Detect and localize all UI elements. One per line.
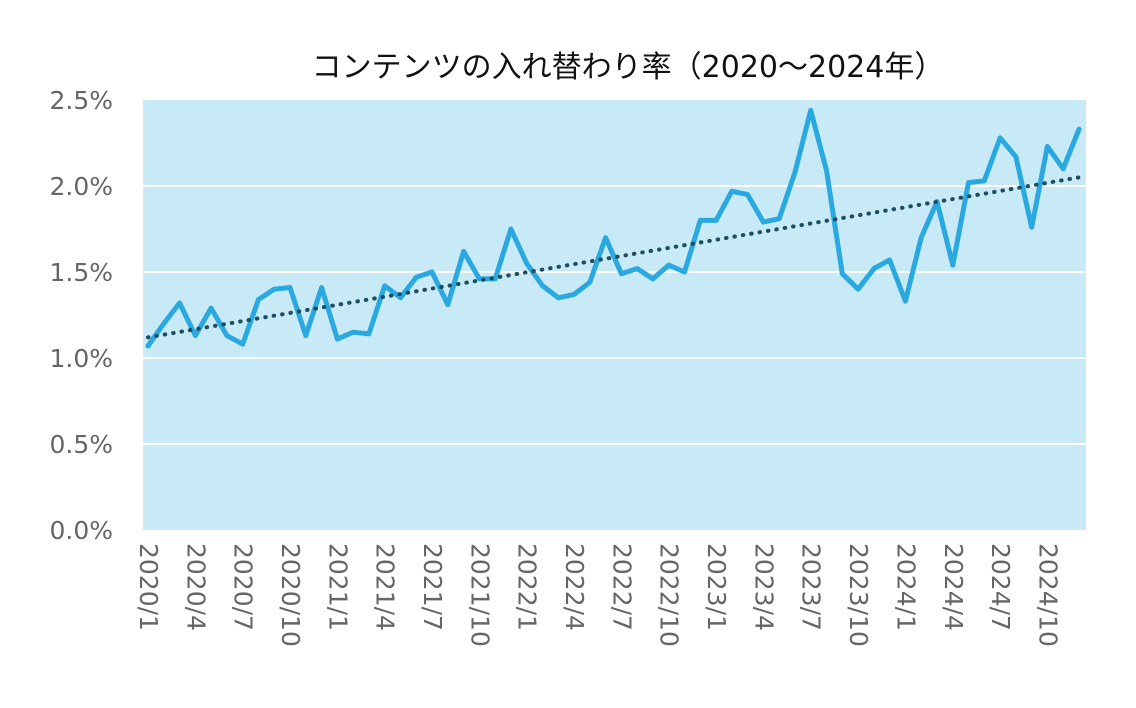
x-axis-ticks: 2020/1 2020/4 2020/7 2020/10 2021/1 2021/4 202… (134, 543, 1062, 647)
x-tick-label: 2023/7 (797, 543, 826, 631)
series-points (147, 110, 1080, 347)
gridlines (143, 185, 1086, 445)
y-tick-label: 1.0% (49, 344, 113, 373)
y-tick-label: 2.5% (49, 86, 113, 115)
x-tick-label: 2020/4 (181, 543, 210, 631)
y-tick-label: 0.0% (49, 516, 113, 545)
x-tick-label: 2021/7 (418, 543, 447, 631)
x-tick-label: 2022/10 (655, 543, 684, 647)
x-tick-label: 2024/1 (891, 543, 920, 631)
x-tick-label: 2023/4 (749, 543, 778, 631)
x-tick-label: 2022/7 (607, 543, 636, 631)
series-line (145, 107, 1082, 349)
x-tick-label: 2023/1 (702, 543, 731, 631)
y-axis-ticks: 0.0% 0.5% 1.0% 1.5% 2.0% 2.5% (49, 86, 113, 545)
x-tick-label: 2022/1 (513, 543, 542, 631)
x-tick-label: 2021/10 (465, 543, 494, 647)
x-tick-label: 2024/4 (939, 543, 968, 631)
x-tick-label: 2022/4 (560, 543, 589, 631)
x-tick-label: 2021/4 (371, 543, 400, 631)
x-tick-label: 2020/7 (229, 543, 258, 631)
chart-title: コンテンツの入れ替わり率（2020～2024年） (312, 50, 945, 85)
x-tick-label: 2024/10 (1033, 543, 1062, 647)
plot-area (143, 100, 1086, 530)
x-tick-label: 2021/1 (323, 543, 352, 631)
x-tick-label: 2023/10 (844, 543, 873, 647)
x-tick-label: 2020/10 (276, 543, 305, 647)
x-tick-label: 2020/1 (134, 543, 163, 631)
y-tick-label: 1.5% (49, 258, 113, 287)
y-tick-label: 2.0% (49, 172, 113, 201)
y-tick-label: 0.5% (49, 430, 113, 459)
x-tick-label: 2024/7 (986, 543, 1015, 631)
